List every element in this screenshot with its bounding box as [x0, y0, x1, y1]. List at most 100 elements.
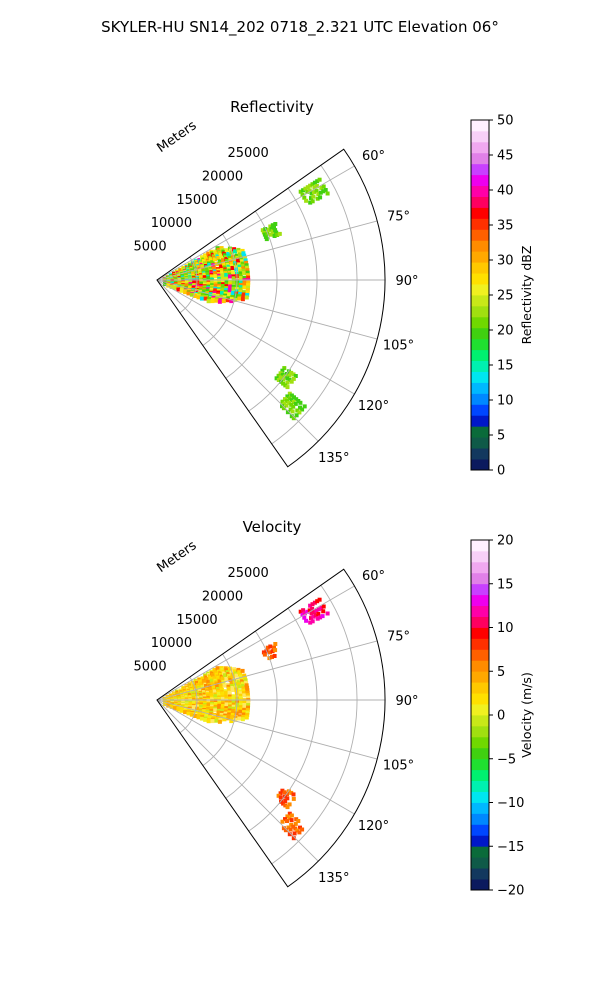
- echo-cell: [217, 719, 222, 724]
- colorbar-swatch: [471, 152, 489, 165]
- colorbar-tick-label: −20: [497, 884, 524, 899]
- echo-cell: [273, 228, 278, 233]
- range-axis-label: Meters: [154, 118, 199, 156]
- colorbar-swatch: [471, 185, 489, 197]
- echo-cell: [199, 716, 204, 721]
- echo-cell: [291, 796, 296, 801]
- colorbar-swatch: [471, 627, 489, 639]
- echo-cell: [272, 654, 277, 658]
- echo-cell: [214, 298, 219, 303]
- echo-cell: [231, 704, 236, 709]
- echo-cell: [202, 680, 207, 685]
- echo-cell: [295, 408, 300, 413]
- echo-cell: [195, 707, 199, 712]
- colorbar-tick-label: −10: [497, 796, 524, 811]
- echo-cell: [242, 280, 247, 285]
- echo-cell: [203, 296, 208, 301]
- echo-cell: [223, 673, 227, 678]
- colorbar-swatch: [471, 824, 489, 836]
- echo-cell: [246, 703, 251, 708]
- echo-cell: [188, 263, 192, 268]
- echo-cell: [301, 608, 306, 613]
- azimuth-tick-label: 75°: [387, 209, 410, 224]
- echo-cell: [224, 691, 228, 696]
- echo-cell: [227, 292, 232, 297]
- colorbar-swatch: [471, 747, 489, 760]
- echo-cell: [290, 409, 295, 414]
- echo-cell: [308, 603, 313, 608]
- echo-cell: [276, 373, 281, 378]
- colorbar-swatch: [471, 725, 489, 738]
- echo-cell: [242, 271, 247, 276]
- echo-cell: [238, 289, 243, 294]
- colorbar-swatch: [471, 130, 489, 143]
- echo-cell: [194, 680, 199, 685]
- echo-cell: [287, 816, 292, 821]
- azimuth-spoke: [156, 699, 355, 815]
- echo-cell: [243, 678, 248, 683]
- echo-cell: [242, 256, 247, 260]
- echo-cell: [206, 719, 211, 724]
- echo-cell: [178, 268, 183, 273]
- colorbar-swatch: [471, 404, 489, 416]
- echo-cell: [271, 231, 276, 236]
- echo-cell: [228, 274, 232, 279]
- colorbar-swatch: [471, 879, 489, 891]
- echo-cell: [213, 708, 218, 713]
- reflectivity-grid: [156, 148, 386, 468]
- echo-cell: [245, 293, 250, 297]
- echo-cell: [239, 702, 243, 707]
- echo-cell: [196, 265, 201, 270]
- colorbar-swatch: [471, 857, 489, 869]
- colorbar-swatch: [471, 120, 489, 132]
- echo-cell: [245, 708, 250, 713]
- echo-cell: [166, 703, 171, 708]
- echo-cell: [280, 788, 285, 793]
- colorbar-swatch: [471, 338, 489, 351]
- echo-cell: [238, 252, 242, 257]
- azimuth-tick-label: 135°: [318, 451, 349, 466]
- echo-cell: [305, 189, 310, 194]
- echo-cell: [293, 374, 298, 378]
- echo-cell: [321, 189, 326, 194]
- echo-cell: [233, 669, 237, 674]
- figure-suptitle: SKYLER-HU SN14_202 0718_2.321 UTC Elevat…: [101, 18, 499, 37]
- colorbar-tick-label: 0: [497, 464, 505, 479]
- echo-cell: [195, 279, 200, 284]
- colorbar-swatch: [471, 284, 489, 296]
- echo-cell: [282, 366, 287, 371]
- echo-cell: [195, 281, 200, 286]
- echo-cell: [217, 299, 222, 304]
- colorbar-swatch: [471, 791, 489, 803]
- echo-cell: [241, 268, 246, 273]
- echo-cell: [285, 814, 290, 819]
- echo-cell: [305, 185, 310, 190]
- echo-cell: [238, 696, 243, 700]
- range-tick-label: 15000: [176, 613, 217, 628]
- echo-cell: [244, 680, 249, 685]
- echo-cell: [245, 688, 250, 693]
- echo-cell: [226, 716, 231, 721]
- echo-cell: [238, 705, 243, 710]
- echo-cell: [236, 247, 241, 252]
- echo-cell: [294, 397, 299, 402]
- echo-cell: [278, 375, 283, 380]
- range-ring: [248, 607, 318, 832]
- echo-cell: [270, 223, 275, 228]
- echo-cell: [246, 285, 250, 290]
- echo-cell: [183, 290, 188, 295]
- azimuth-tick-label: 105°: [383, 339, 414, 354]
- echo-cell: [245, 288, 250, 293]
- echo-cell: [234, 673, 239, 678]
- echo-cell: [231, 706, 236, 711]
- colorbar-swatch: [471, 163, 489, 176]
- echo-cell: [242, 703, 247, 707]
- echo-cell: [220, 696, 225, 701]
- echo-cell: [193, 714, 198, 718]
- echo-cell: [241, 712, 246, 717]
- echo-cell: [209, 257, 213, 262]
- echo-cell: [319, 605, 324, 610]
- echo-cell: [230, 688, 235, 692]
- echo-cell: [275, 233, 280, 237]
